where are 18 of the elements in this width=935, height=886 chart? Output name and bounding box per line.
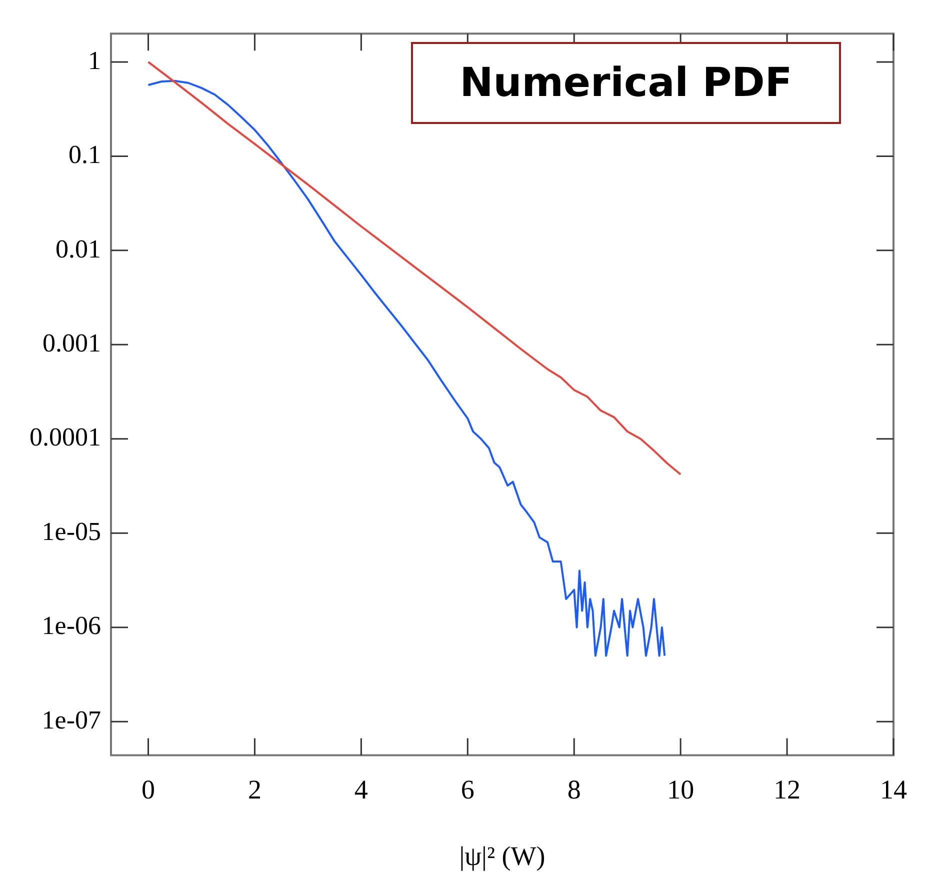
y-tick-label: 0.001 xyxy=(42,328,101,358)
y-tick-label: 1e-07 xyxy=(42,705,101,734)
y-tick-label: 0.1 xyxy=(68,140,101,170)
x-axis-title: |ψ|² (W) xyxy=(459,840,546,871)
x-tick-label: 4 xyxy=(354,774,368,804)
x-tick-label: 14 xyxy=(880,774,908,804)
x-tick-label: 6 xyxy=(460,774,474,804)
x-tick-label: 8 xyxy=(567,774,581,804)
annotation: Numerical PDF xyxy=(411,42,841,124)
x-tick-label: 2 xyxy=(248,774,262,804)
y-tick-label: 0.01 xyxy=(56,234,101,264)
x-tick-label: 0 xyxy=(142,774,156,804)
x-tick-label: 10 xyxy=(667,774,694,804)
x-tick-label: 12 xyxy=(774,774,801,804)
y-tick-label: 0.0001 xyxy=(30,422,101,452)
y-tick-label: 1e-05 xyxy=(42,516,101,546)
y-tick-label: 1e-06 xyxy=(42,611,101,640)
y-tick-label: 1 xyxy=(88,46,101,75)
